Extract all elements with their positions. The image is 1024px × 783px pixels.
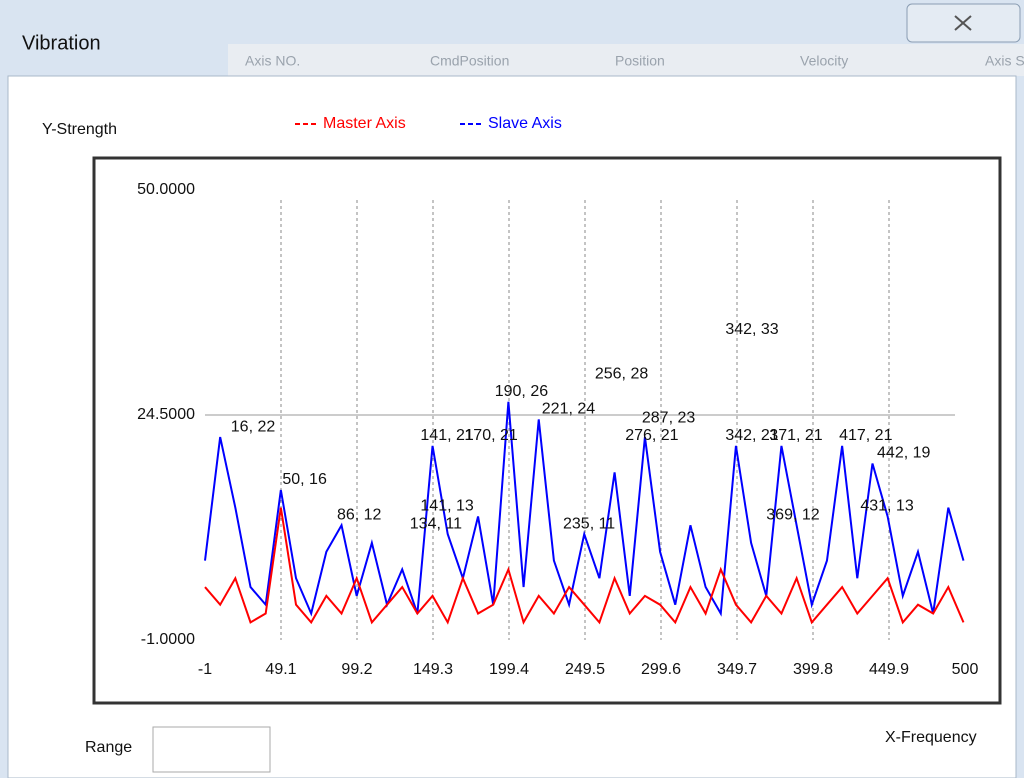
x-tick-label: 349.7 <box>717 661 757 678</box>
x-tick-label: 449.9 <box>869 661 909 678</box>
background-header-label: Velocity <box>800 53 848 69</box>
data-annotation: 50, 16 <box>282 471 327 488</box>
x-tick-label: 249.5 <box>565 661 605 678</box>
x-tick-label: 299.6 <box>641 661 681 678</box>
data-annotation: 371, 21 <box>769 427 822 444</box>
data-annotation: 256, 28 <box>595 365 648 382</box>
data-annotation: 431, 13 <box>860 498 913 515</box>
data-annotation: 190, 26 <box>495 383 548 400</box>
data-annotation: 134, 11 <box>410 515 462 532</box>
chart-box <box>92 156 1002 705</box>
data-annotation: 442, 19 <box>877 445 930 462</box>
data-annotation: 221, 24 <box>542 401 595 418</box>
background-header <box>228 44 1024 76</box>
background-header-label: Axis NO. <box>245 53 300 69</box>
x-tick-label: 49.1 <box>265 661 296 678</box>
background-header-label: Position <box>615 53 665 69</box>
data-annotation: 141, 21 <box>420 427 473 444</box>
y-tick-label: 50.0000 <box>137 181 195 198</box>
x-tick-label: 500 <box>952 661 979 678</box>
window-title: Vibration <box>22 32 101 54</box>
data-annotation: 342, 33 <box>725 321 778 338</box>
series-line <box>204 507 965 625</box>
legend-label: Slave Axis <box>488 115 562 132</box>
data-annotation: 276, 21 <box>625 427 678 444</box>
y-axis-label: Y-Strength <box>42 121 117 138</box>
data-annotation: 86, 12 <box>337 507 382 524</box>
background-header-label: CmdPosition <box>430 53 509 69</box>
x-tick-label: 99.2 <box>341 661 372 678</box>
series-line <box>204 401 965 617</box>
range-input[interactable] <box>152 726 271 773</box>
data-annotation: 342, 21 <box>725 427 778 444</box>
x-axis-label: X-Frequency <box>885 729 977 746</box>
data-annotation: 369, 12 <box>766 507 819 524</box>
data-annotation: 16, 22 <box>231 418 276 435</box>
background-header-label: Axis State <box>985 53 1024 69</box>
data-annotation: 417, 21 <box>839 427 892 444</box>
x-tick-label: 149.3 <box>413 661 453 678</box>
legend-label: Master Axis <box>323 115 406 132</box>
data-annotation: 170, 21 <box>464 427 517 444</box>
data-annotation: 287, 23 <box>642 409 695 426</box>
y-tick-label: 24.5000 <box>137 406 195 423</box>
close-button[interactable] <box>906 3 1021 43</box>
x-tick-label: -1 <box>198 661 212 678</box>
x-tick-label: 399.8 <box>793 661 833 678</box>
data-annotation: 141, 13 <box>420 498 473 515</box>
range-label: Range <box>85 739 132 756</box>
y-tick-label: -1.0000 <box>141 631 195 648</box>
x-tick-label: 199.4 <box>489 661 529 678</box>
data-annotation: 235, 11 <box>563 515 615 532</box>
